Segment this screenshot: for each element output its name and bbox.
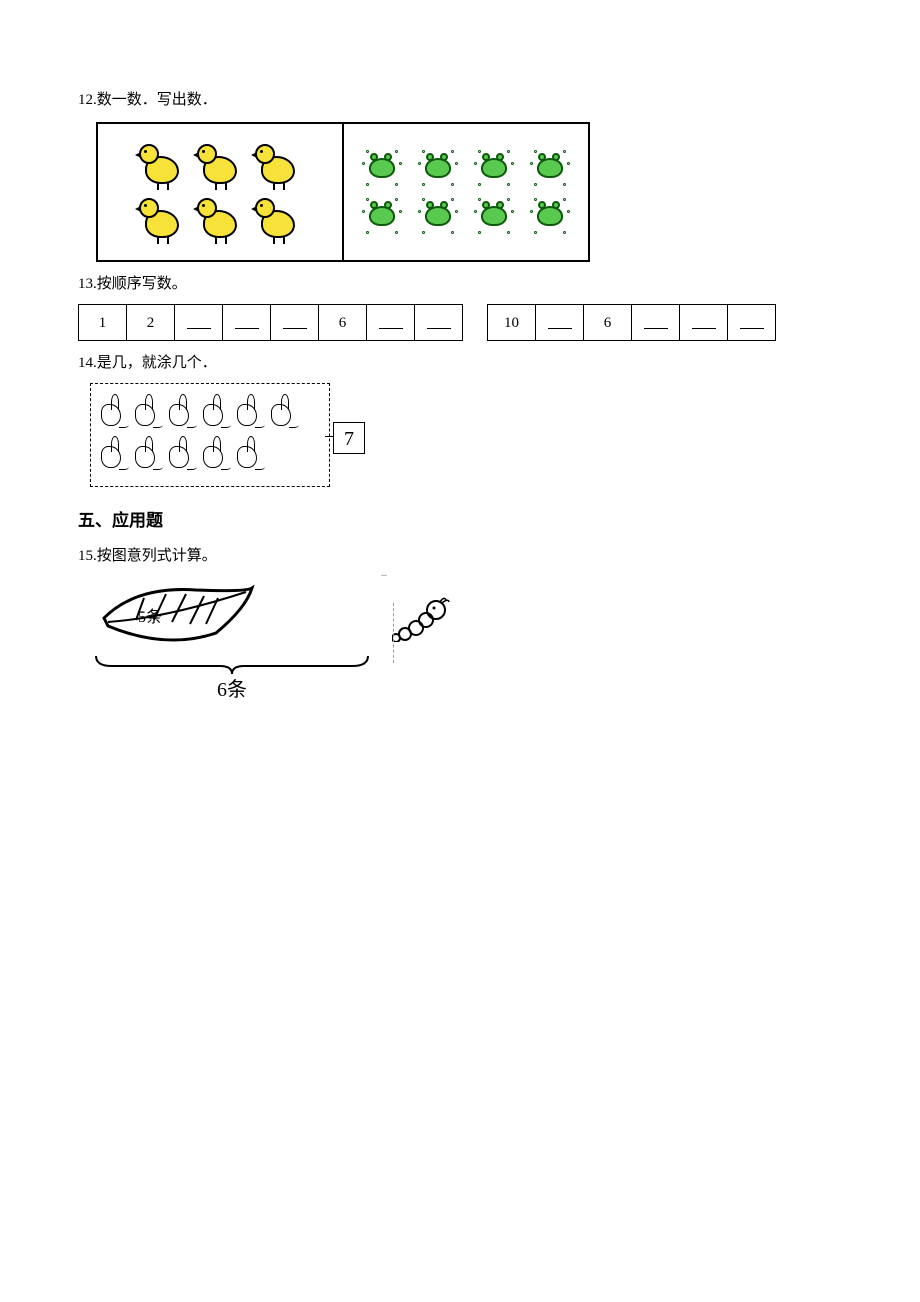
q14-box: 7 [90,383,330,487]
page-center-mark [381,575,387,576]
dino-icon [167,394,197,434]
seq-cell [728,305,776,341]
dino-icon [269,394,299,434]
frog-row [362,148,570,188]
section-5-heading: 五、应用题 [78,507,842,534]
q14-number-box: 7 [333,422,365,454]
chick-icon [197,142,243,188]
frog-row [362,196,570,236]
chick-icon [139,196,185,242]
seq-cell [415,305,463,341]
q12-chicks-panel [98,124,344,260]
seq-cell [175,305,223,341]
q12-frogs-panel [344,124,588,260]
seq-cell [271,305,319,341]
seq-cell: 10 [488,305,536,341]
dino-row [99,394,321,434]
seq-cell [680,305,728,341]
seq-cell: 6 [319,305,367,341]
dino-icon [235,394,265,434]
dino-icon [235,436,265,476]
frog-icon [474,148,514,188]
seq-cell [632,305,680,341]
chick-icon [255,142,301,188]
q13-table-2: 10 6 [487,304,776,341]
chick-icon [197,196,243,242]
caterpillar-icon [392,596,452,642]
q13-prompt: 13.按顺序写数。 [78,272,842,296]
dino-icon [133,394,163,434]
seq-cell [536,305,584,341]
chick-row [139,142,301,188]
q14-dashed-frame: 7 [90,383,330,487]
frog-icon [474,196,514,236]
q15-prompt: 15.按图意列式计算。 [78,544,842,568]
dino-row [99,436,321,476]
frog-icon [418,196,458,236]
dino-icon [167,436,197,476]
dino-icon [201,394,231,434]
q15-brace-label: 6条 [92,674,372,706]
seq-cell [223,305,271,341]
dino-icon [99,394,129,434]
chick-row [139,196,301,242]
q12-prompt: 12.数一数．写出数． [78,88,842,112]
seq-cell [367,305,415,341]
dino-icon [99,436,129,476]
leaf-label: 5条 [138,608,162,626]
q15-dashed-edge [393,603,394,663]
dino-icon [201,436,231,476]
q15-figure: 5条 6条 [92,578,392,706]
q14-prompt: 14.是几，就涂几个． [78,351,842,375]
frog-icon [530,196,570,236]
frog-icon [362,148,402,188]
leaf-icon: 5条 [96,578,256,648]
q13-table-1: 12 6 [78,304,463,341]
seq-cell: 1 [79,305,127,341]
seq-cell: 2 [127,305,175,341]
seq-cell: 6 [584,305,632,341]
frog-icon [362,196,402,236]
chick-icon [139,142,185,188]
q15-brace: 6条 [92,652,372,706]
dino-icon [133,436,163,476]
frog-icon [418,148,458,188]
q12-frame [96,122,590,262]
frog-icon [530,148,570,188]
q13-tables: 12 6 10 6 [78,304,842,341]
chick-icon [255,196,301,242]
